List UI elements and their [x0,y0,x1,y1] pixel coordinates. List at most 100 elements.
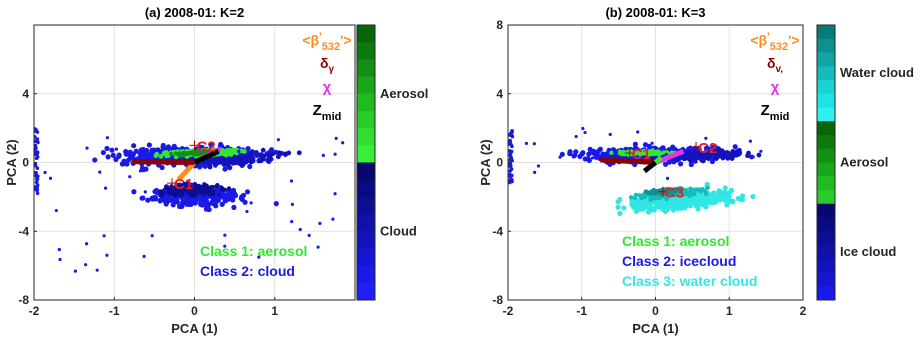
data-point [508,174,513,178]
data-point [642,150,648,156]
legend-chi-part: χ [771,79,780,96]
data-point [318,221,322,225]
legend-delta: δv, [767,55,783,75]
cluster-label: C3 [665,185,684,202]
x-tick-label: 0 [652,304,659,318]
data-point [207,164,213,170]
data-point [200,151,205,156]
data-point [705,199,711,205]
colorbar-cell [357,25,375,43]
data-point [276,150,282,156]
data-point [296,150,302,156]
data-point [705,185,710,190]
data-point [158,154,164,159]
data-point [35,137,40,141]
data-point [163,201,169,207]
data-point [333,152,337,156]
colorbar-cell [817,52,835,67]
data-point [260,147,266,153]
y-tick-label: 8 [496,18,503,32]
colorbar-cell [357,162,375,181]
data-point [321,153,325,157]
data-point [178,190,184,195]
data-point [219,193,223,197]
y-tick-label: 4 [496,87,503,101]
data-point [617,210,623,216]
data-point [635,205,641,211]
data-point [222,198,228,204]
data-point [85,146,89,150]
colorbar-cell [817,286,835,301]
data-point [127,149,133,155]
data-point [662,161,669,167]
data-point [558,155,562,159]
data-point [237,157,243,162]
data-point [591,156,595,160]
data-point [48,176,53,180]
data-point [509,149,514,154]
data-point [154,151,160,157]
data-point [289,179,294,183]
data-point [628,195,634,200]
data-point [746,150,751,156]
legend-beta-part: 532 [770,41,788,53]
data-point [651,205,657,211]
class-legend-entry: Class 2: icecloud [622,253,736,269]
data-point [114,147,119,151]
data-point [35,183,40,187]
data-point [670,203,676,209]
data-point [58,257,62,262]
data-point [706,156,711,162]
legend-zmid-part: Z [761,102,770,119]
data-point [672,188,677,193]
data-point [609,150,614,155]
data-point [650,148,655,153]
loading-vector-zmid [642,160,658,174]
colorbar-cell [817,148,835,163]
data-point [190,183,195,187]
data-point [160,142,166,149]
data-point [231,204,237,210]
data-point [586,157,592,163]
data-point [510,130,514,134]
colorbar-cell [817,135,835,150]
colorbar-cell [357,76,375,95]
data-point [34,129,37,133]
data-point [227,147,233,153]
data-point [714,193,720,199]
data-point [654,149,660,154]
data-point [580,150,586,156]
data-point [725,155,731,161]
data-point [150,234,154,238]
x-tick-label: 1 [271,304,278,318]
data-point [640,195,646,200]
data-point [139,195,145,201]
data-point [187,151,192,156]
data-point [730,149,736,154]
data-point [35,191,40,196]
data-point [688,161,694,168]
cluster-label: C2 [197,138,216,155]
data-point [191,150,196,155]
legend-zmid-part: Z [313,102,322,119]
data-point [245,209,249,214]
data-point [223,244,227,248]
colorbar-label: Cloud [380,223,417,238]
data-point [567,150,573,157]
data-point [698,201,704,207]
data-point [223,152,229,157]
class-legend-entry: Class 2: cloud [200,263,295,279]
data-point [186,198,192,204]
y-tick-label: 0 [496,156,503,170]
colorbar-label: Aerosol [380,86,428,101]
data-point [104,145,110,152]
data-point [298,227,302,232]
data-point [204,188,210,194]
data-point [759,149,763,153]
colorbar-cell [817,231,835,246]
data-point [54,208,58,213]
data-point [650,141,654,145]
data-point [683,199,689,205]
data-point [706,195,712,201]
data-point [621,205,627,211]
